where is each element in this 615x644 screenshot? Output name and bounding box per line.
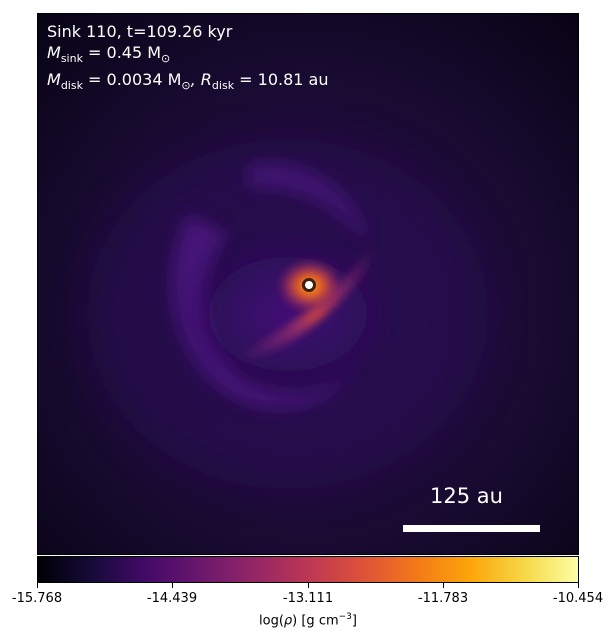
sink-marker bbox=[302, 278, 316, 292]
colorbar-tick bbox=[578, 583, 579, 588]
density-map-panel: Sink 110, t=109.26 kyr Msink = 0.45 M⊙ M… bbox=[37, 13, 579, 555]
colorbar-tick-label: -14.439 bbox=[146, 591, 198, 606]
colorbar bbox=[37, 556, 579, 583]
sink-time-label: Sink 110, t=109.26 kyr bbox=[47, 22, 233, 41]
colorbar-tick-label: -13.111 bbox=[282, 591, 334, 606]
sink-info: Sink 110, t=109.26 kyr Msink = 0.45 M⊙ M… bbox=[47, 21, 328, 96]
colorbar-tick-label: -11.783 bbox=[417, 591, 469, 606]
colorbar-tick-label: -10.454 bbox=[552, 591, 604, 606]
colorbar-tick bbox=[172, 583, 173, 588]
scale-bar bbox=[403, 525, 540, 532]
sink-mass-label: Msink = 0.45 M⊙ bbox=[47, 43, 171, 66]
colorbar-title: log(ρ) [g cm−3] bbox=[259, 612, 357, 629]
density-map-image bbox=[38, 14, 578, 554]
colorbar-tick bbox=[308, 583, 309, 588]
scale-bar-label: 125 au bbox=[430, 484, 503, 508]
disk-props-label: Mdisk = 0.0034 M⊙, Rdisk = 10.81 au bbox=[47, 70, 329, 93]
colorbar-tick bbox=[443, 583, 444, 588]
colorbar-tick-label: -15.768 bbox=[11, 591, 63, 606]
colorbar-tick bbox=[37, 583, 38, 588]
